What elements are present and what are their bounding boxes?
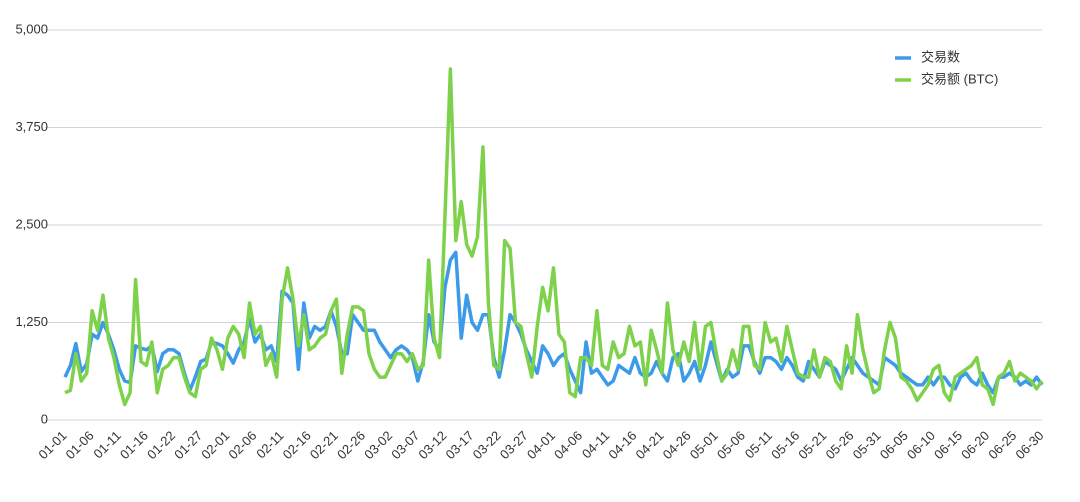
x-tick-label: 04-01 xyxy=(524,428,558,462)
x-tick-label: 05-31 xyxy=(850,428,884,462)
y-tick-label: 3,750 xyxy=(15,119,48,134)
x-tick-label: 04-21 xyxy=(632,428,666,462)
x-tick-label: 06-25 xyxy=(985,428,1019,462)
y-tick-label: 0 xyxy=(41,411,48,426)
x-tick-label: 01-27 xyxy=(171,428,205,462)
x-tick-label: 06-15 xyxy=(931,428,965,462)
y-tick-label: 2,500 xyxy=(15,216,48,231)
x-tick-label: 04-11 xyxy=(579,428,612,461)
x-tick-label: 03-12 xyxy=(415,428,449,462)
x-tick-label: 05-26 xyxy=(822,428,856,462)
x-tick-label: 05-21 xyxy=(795,428,829,462)
x-tick-label: 03-17 xyxy=(443,428,477,462)
x-tick-label: 03-27 xyxy=(497,428,531,462)
x-tick-label: 05-06 xyxy=(714,428,748,462)
y-tick-label: 5,000 xyxy=(15,21,48,36)
x-tick-label: 03-02 xyxy=(361,428,395,462)
x-tick-label: 02-26 xyxy=(334,428,368,462)
y-tick-label: 1,250 xyxy=(15,314,48,329)
x-tick-label: 01-01 xyxy=(35,428,69,462)
x-tick-label: 02-01 xyxy=(198,428,232,462)
x-tick-label: 06-30 xyxy=(1012,428,1046,462)
x-tick-label: 02-21 xyxy=(307,428,341,462)
x-tick-label: 06-10 xyxy=(904,428,938,462)
x-tick-label: 04-16 xyxy=(605,428,639,462)
x-tick-label: 06-05 xyxy=(877,428,911,462)
x-tick-label: 03-07 xyxy=(388,428,422,462)
x-tick-label: 04-26 xyxy=(660,428,694,462)
x-tick-label: 05-16 xyxy=(768,428,802,462)
x-tick-label: 01-22 xyxy=(144,428,178,462)
x-tick-label: 01-11 xyxy=(90,428,123,461)
x-tick-label: 04-06 xyxy=(551,428,585,462)
x-tick-label: 05-11 xyxy=(742,428,775,461)
x-tick-label: 02-06 xyxy=(225,428,259,462)
x-tick-label: 03-22 xyxy=(470,428,504,462)
x-tick-label: 02-16 xyxy=(280,428,314,462)
legend-label: 交易额 (BTC) xyxy=(921,71,998,86)
x-tick-label: 01-06 xyxy=(63,428,97,462)
series-line xyxy=(64,67,1044,407)
x-tick-label: 05-01 xyxy=(687,428,721,462)
x-tick-label: 06-20 xyxy=(958,428,992,462)
x-tick-label: 02-11 xyxy=(253,428,286,461)
x-tick-label: 01-16 xyxy=(117,428,151,462)
legend-label: 交易数 xyxy=(921,49,960,64)
